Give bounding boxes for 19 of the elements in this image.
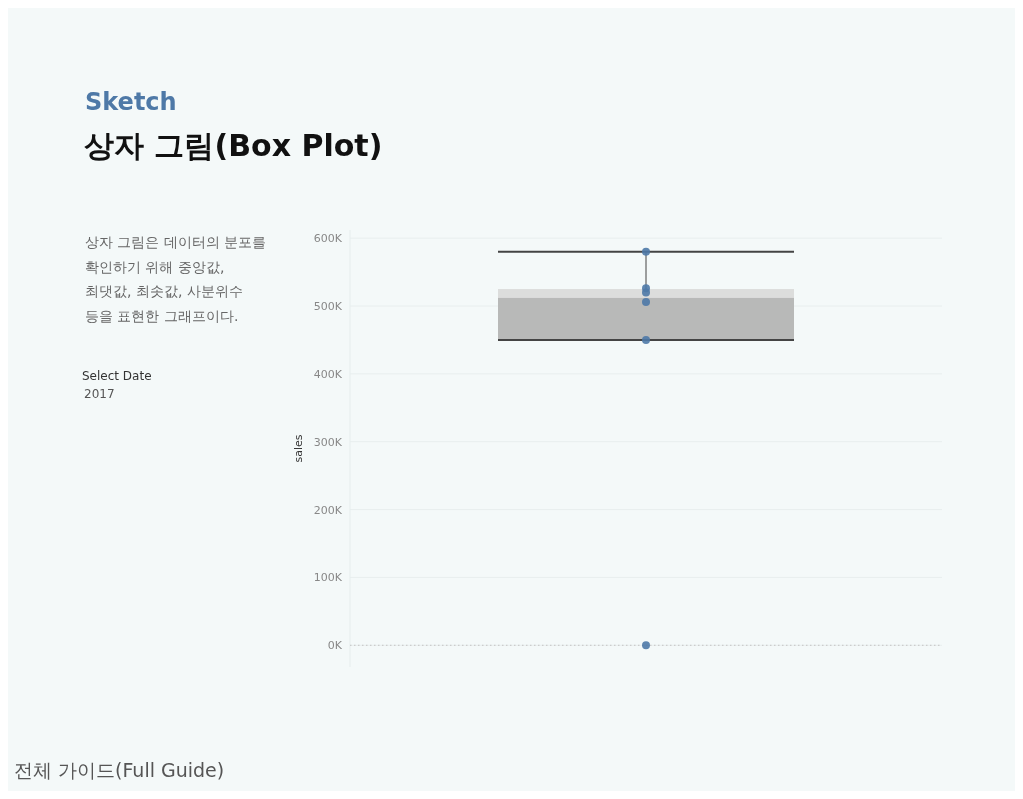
point — [642, 335, 650, 344]
y-tick-label: 600K — [313, 232, 343, 246]
y-axis-title: sales — [292, 434, 305, 463]
point — [642, 288, 650, 297]
text: Sketch — [85, 88, 177, 116]
point — [642, 641, 650, 650]
y-tick-label: 0K — [327, 639, 343, 653]
point — [642, 297, 650, 306]
chart-title: 상자 그림(Box Plot) — [84, 127, 383, 165]
text: Select Date — [82, 369, 152, 383]
y-tick-label: 400K — [313, 367, 343, 381]
text: 2017 — [84, 387, 115, 401]
y-tick-label: 200K — [313, 503, 343, 517]
y-tick-label: 500K — [313, 300, 343, 313]
y-tick-label: 100K — [313, 571, 343, 585]
text: 전체 가이드(Full Guide) — [14, 758, 225, 783]
point — [642, 247, 650, 256]
y-tick-label: 300K — [313, 435, 343, 449]
text: 상자 그림은 데이터의 분포를 확인하기 위해 중앙값, 최댓값, 최솟값, 사분위수 등을 표현한 그래프이다. — [85, 233, 267, 326]
